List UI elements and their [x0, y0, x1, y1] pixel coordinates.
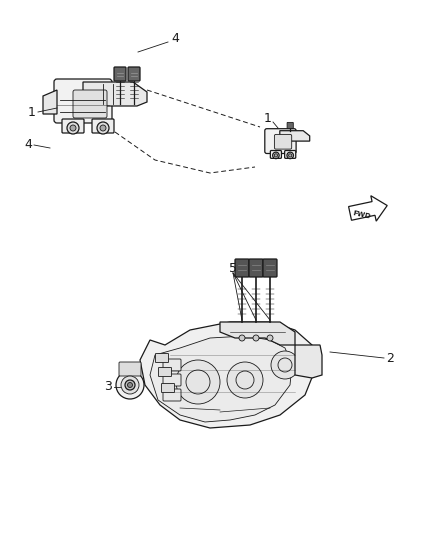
FancyBboxPatch shape — [270, 150, 282, 158]
Circle shape — [278, 358, 292, 372]
Text: 1: 1 — [264, 111, 272, 125]
Polygon shape — [220, 322, 295, 345]
Text: 2: 2 — [386, 351, 394, 365]
FancyBboxPatch shape — [92, 119, 114, 133]
FancyBboxPatch shape — [159, 367, 172, 376]
Polygon shape — [280, 131, 310, 141]
Polygon shape — [83, 82, 147, 106]
FancyBboxPatch shape — [265, 128, 296, 154]
Circle shape — [287, 152, 293, 159]
Polygon shape — [140, 322, 315, 428]
FancyBboxPatch shape — [263, 259, 277, 277]
FancyBboxPatch shape — [73, 90, 107, 118]
FancyBboxPatch shape — [163, 374, 181, 386]
FancyBboxPatch shape — [119, 362, 141, 376]
Text: 5: 5 — [229, 262, 237, 274]
Circle shape — [70, 125, 76, 131]
FancyBboxPatch shape — [162, 384, 174, 392]
Circle shape — [236, 371, 254, 389]
Polygon shape — [150, 336, 292, 422]
Circle shape — [176, 360, 220, 404]
Circle shape — [267, 335, 273, 341]
Circle shape — [227, 362, 263, 398]
FancyBboxPatch shape — [249, 259, 263, 277]
FancyBboxPatch shape — [128, 67, 140, 81]
Circle shape — [116, 371, 144, 399]
Circle shape — [127, 383, 133, 387]
FancyBboxPatch shape — [54, 79, 112, 123]
FancyBboxPatch shape — [285, 150, 296, 158]
Text: 1: 1 — [28, 106, 36, 118]
FancyBboxPatch shape — [163, 389, 181, 401]
FancyBboxPatch shape — [287, 123, 293, 128]
Circle shape — [97, 122, 109, 134]
Circle shape — [125, 380, 135, 390]
Polygon shape — [349, 196, 387, 221]
Text: 3: 3 — [104, 381, 112, 393]
Circle shape — [239, 335, 245, 341]
Circle shape — [100, 125, 106, 131]
Circle shape — [186, 370, 210, 394]
FancyBboxPatch shape — [155, 353, 169, 362]
Circle shape — [253, 335, 259, 341]
Circle shape — [67, 122, 79, 134]
Text: 4: 4 — [24, 139, 32, 151]
Text: 4: 4 — [171, 31, 179, 44]
FancyBboxPatch shape — [114, 67, 126, 81]
Circle shape — [121, 376, 139, 394]
FancyBboxPatch shape — [62, 119, 84, 133]
FancyBboxPatch shape — [163, 359, 181, 371]
Polygon shape — [295, 345, 322, 378]
Text: FWD: FWD — [353, 210, 371, 220]
FancyBboxPatch shape — [274, 134, 292, 149]
FancyBboxPatch shape — [235, 259, 249, 277]
Circle shape — [274, 154, 278, 157]
Polygon shape — [43, 90, 57, 114]
Circle shape — [272, 152, 279, 159]
Circle shape — [271, 351, 299, 379]
Circle shape — [289, 154, 292, 157]
